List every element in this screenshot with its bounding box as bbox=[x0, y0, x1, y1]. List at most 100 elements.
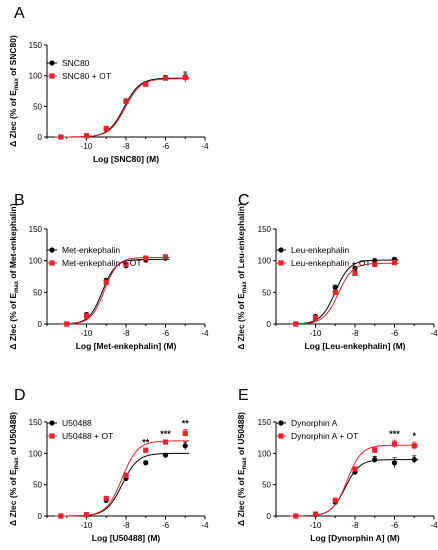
legend-marker bbox=[278, 247, 284, 253]
data-point bbox=[64, 321, 70, 327]
legend-marker bbox=[278, 260, 284, 266]
y-tick-label: 150 bbox=[258, 225, 272, 234]
y-axis-title-end: of Leu-enkephalin) bbox=[236, 203, 246, 281]
data-point bbox=[352, 270, 358, 276]
significance-label: *** bbox=[160, 429, 171, 439]
y-tick-label: 0 bbox=[38, 512, 43, 521]
data-point bbox=[103, 279, 109, 285]
legend-marker bbox=[49, 420, 55, 426]
data-point bbox=[182, 443, 188, 449]
y-tick-label: 0 bbox=[38, 133, 43, 142]
y-tick-label: 150 bbox=[29, 225, 43, 234]
x-tick-label: -8 bbox=[122, 142, 130, 151]
y-axis-title-sub: max bbox=[14, 280, 20, 293]
panel-e: E 0 50 100 150 -10 -8 -6 -4 Log [Dynorphin A] (M)… bbox=[236, 387, 438, 543]
data-point bbox=[103, 495, 109, 502]
data-point bbox=[123, 472, 129, 478]
data-point bbox=[411, 457, 417, 463]
data-point bbox=[162, 439, 169, 445]
data-point bbox=[143, 447, 149, 453]
legend-label: SNC80 bbox=[62, 58, 90, 68]
y-tick-label: 50 bbox=[262, 288, 271, 297]
series-agonist bbox=[54, 441, 190, 519]
data-point bbox=[83, 512, 90, 518]
data-point bbox=[332, 497, 338, 503]
data-point bbox=[332, 284, 338, 290]
y-tick-label: 150 bbox=[258, 418, 272, 427]
x-tick-label: -4 bbox=[430, 329, 438, 338]
data-point bbox=[143, 460, 149, 466]
legend-label: U50488 + OT bbox=[62, 431, 113, 441]
y-axis-title-main: Δ Zlec (% of E bbox=[236, 293, 246, 350]
y-tick-label: 100 bbox=[29, 72, 43, 81]
y-tick-label: 0 bbox=[267, 320, 272, 329]
x-tick-label: -6 bbox=[391, 521, 399, 530]
data-point bbox=[312, 315, 319, 321]
legend-marker bbox=[278, 433, 284, 439]
data-point bbox=[293, 321, 299, 327]
y-axis-title: Δ Zlec (% of Emax of U50488) bbox=[8, 412, 20, 526]
panel-d: D 0 50 100 150 -10 -8 -6 -4 Log [U50488] (M) Δ Zle… bbox=[8, 387, 209, 543]
fit-curve bbox=[289, 444, 419, 517]
y-axis-title-main: Δ Zlec (% of E bbox=[8, 293, 18, 350]
data-point bbox=[143, 255, 149, 261]
y-tick-label: 100 bbox=[258, 257, 272, 266]
panel-b: B 0 50 100 150 -10 -8 -6 -4 Log [Met-enkephalin] … bbox=[8, 192, 209, 351]
legend-label: U50488 bbox=[62, 418, 92, 428]
x-tick-label: -6 bbox=[162, 521, 170, 530]
data-point bbox=[58, 134, 64, 140]
data-point bbox=[162, 254, 169, 260]
x-tick-label: -6 bbox=[391, 329, 399, 338]
y-axis-title-sub: max bbox=[242, 457, 248, 470]
y-tick-label: 50 bbox=[262, 481, 271, 490]
fit-curve bbox=[289, 262, 399, 325]
data-point bbox=[372, 447, 378, 453]
panel-a: A 0 50 100 150 -10 -8 -6 -4 Log [SNC80] (M) Δ Zlec… bbox=[8, 5, 209, 164]
fit-curve bbox=[289, 259, 399, 325]
x-tick-label: -4 bbox=[201, 329, 209, 338]
panel-letter-b: B bbox=[14, 192, 25, 209]
legend-marker bbox=[49, 73, 55, 79]
y-axis-title-sub: max bbox=[14, 457, 20, 470]
significance-label: ** bbox=[182, 419, 190, 429]
significance-label: ** bbox=[142, 437, 150, 447]
fit-curve bbox=[60, 257, 170, 325]
x-axis-title: Log [U50488] (M) bbox=[92, 533, 161, 543]
legend-marker bbox=[49, 247, 55, 253]
y-axis-title-main: Δ Zlec (% of E bbox=[236, 469, 246, 526]
y-tick-label: 0 bbox=[38, 320, 43, 329]
y-tick-label: 150 bbox=[29, 41, 43, 50]
x-tick-label: -6 bbox=[162, 142, 170, 151]
legend-label: SNC80 + OT bbox=[62, 71, 111, 81]
x-tick-label: -10 bbox=[310, 329, 322, 338]
legend-marker bbox=[49, 60, 55, 66]
x-tick-label: -8 bbox=[351, 521, 359, 530]
x-axis-title: Log [Met-enkephalin] (M) bbox=[76, 341, 177, 351]
legend: U50488 U50488 + OT bbox=[47, 418, 113, 441]
y-axis-title-main: Δ Zlec (% of E bbox=[8, 469, 18, 526]
y-axis-title: Δ Zlec (% of Emax of Met-enkephalin) bbox=[8, 203, 20, 349]
y-axis-title-end: of Met-enkephalin) bbox=[8, 203, 18, 281]
series-agonist-ot bbox=[60, 254, 170, 327]
x-tick-label: -4 bbox=[201, 521, 209, 530]
fit-curve bbox=[54, 452, 190, 517]
legend: SNC80 SNC80 + OT bbox=[47, 58, 111, 81]
y-tick-label: 100 bbox=[258, 449, 272, 458]
y-axis-title-sub: max bbox=[14, 78, 20, 91]
x-axis-title: Log [Dynorphin A] (M) bbox=[310, 533, 400, 543]
panel-c: C 0 50 100 150 -10 -8 -6 -4 Log [Leu-enkephalin] … bbox=[236, 192, 438, 351]
y-tick-label: 50 bbox=[33, 102, 42, 111]
legend-label: Leu-enkephalin bbox=[291, 245, 349, 255]
x-tick-label: -4 bbox=[430, 521, 438, 530]
y-axis-title-end: of SNC80) bbox=[8, 35, 18, 78]
data-point bbox=[391, 441, 398, 447]
y-axis-title: Δ Zlec (% of Emax of U50488) bbox=[236, 412, 248, 526]
x-tick-label: -10 bbox=[81, 521, 93, 530]
x-tick-label: -10 bbox=[81, 329, 93, 338]
data-point bbox=[391, 460, 398, 466]
y-axis-title: Δ Zlec (% of Emax of Leu-enkephalin) bbox=[236, 203, 248, 350]
panel-letter-e: E bbox=[238, 387, 249, 404]
y-tick-label: 100 bbox=[29, 257, 43, 266]
y-tick-label: 150 bbox=[29, 418, 43, 427]
